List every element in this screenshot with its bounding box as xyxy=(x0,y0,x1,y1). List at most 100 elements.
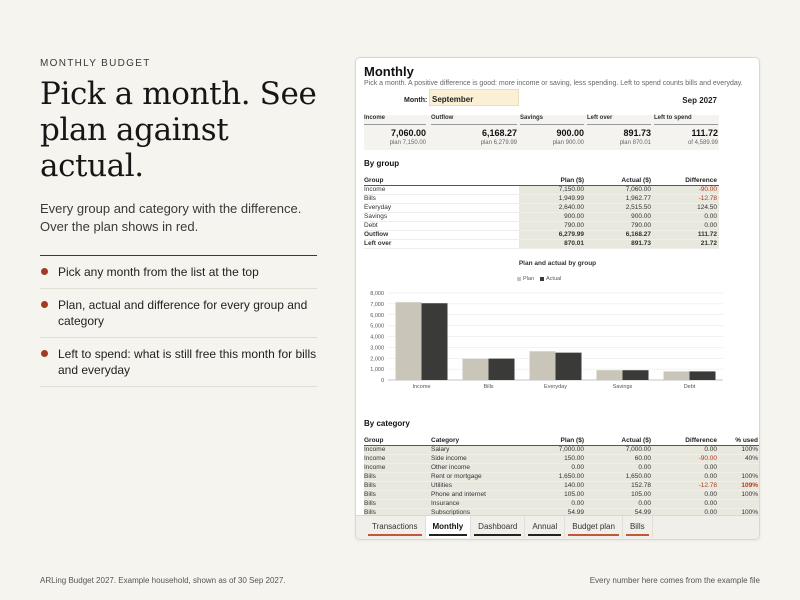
difference-cell[interactable]: 0.00 xyxy=(653,212,719,222)
percent-used-cell[interactable]: 40% xyxy=(719,454,759,464)
x-tick-label: Bills xyxy=(483,384,493,390)
actual-cell[interactable]: 0.00 xyxy=(586,463,653,473)
tab-label: Transactions xyxy=(372,522,418,531)
difference-cell[interactable]: -90.00 xyxy=(653,185,719,195)
plan-cell[interactable]: 1,650.00 xyxy=(519,472,586,482)
y-tick-label: 8,000 xyxy=(370,291,384,297)
actual-cell[interactable]: 60.00 xyxy=(586,454,653,464)
plan-cell[interactable]: 900.00 xyxy=(519,212,586,222)
difference-cell[interactable]: 0.00 xyxy=(653,490,719,500)
plan-cell[interactable]: 1,949.99 xyxy=(519,194,586,204)
actual-cell[interactable]: 1,650.00 xyxy=(586,472,653,482)
tab-underline xyxy=(528,534,562,536)
plan-cell[interactable]: 6,279.99 xyxy=(519,230,586,240)
tab-transactions[interactable]: Transactions xyxy=(365,516,426,538)
category-cell[interactable]: Phone and internet xyxy=(431,490,519,500)
tab-dashboard[interactable]: Dashboard xyxy=(471,516,526,538)
category-cell[interactable]: Side income xyxy=(431,454,519,464)
column-header: Category xyxy=(431,436,519,446)
tab-monthly[interactable]: Monthly xyxy=(425,516,472,538)
difference-cell[interactable]: -12.78 xyxy=(653,194,719,204)
difference-cell[interactable]: 0.00 xyxy=(653,221,719,231)
actual-cell[interactable]: 105.00 xyxy=(586,490,653,500)
group-cell[interactable]: Outflow xyxy=(364,230,519,240)
sheet-tab-bar: Transactions Monthly Dashboard Annual Budget… xyxy=(356,515,759,539)
actual-cell[interactable]: 7,000.00 xyxy=(586,445,653,455)
plan-cell[interactable]: 150.00 xyxy=(519,454,586,464)
plan-cell[interactable]: 2,640.00 xyxy=(519,203,586,213)
tab-underline xyxy=(428,534,468,536)
difference-cell[interactable]: 0.00 xyxy=(653,445,719,455)
plan-cell[interactable]: 0.00 xyxy=(519,499,586,509)
percent-used-cell[interactable]: 100% xyxy=(719,445,759,455)
category-cell[interactable]: Rent or mortgage xyxy=(431,472,519,482)
percent-used-cell[interactable]: 100% xyxy=(719,490,759,500)
difference-cell[interactable]: -12.78 xyxy=(653,481,719,491)
difference-cell[interactable]: 111.72 xyxy=(653,230,719,240)
plan-cell[interactable]: 790.00 xyxy=(519,221,586,231)
bar-plan-bills xyxy=(462,358,489,380)
actual-cell[interactable]: 7,060.00 xyxy=(586,185,653,195)
category-cell[interactable]: Insurance xyxy=(431,499,519,509)
bar-actual-income xyxy=(421,303,448,380)
percent-used-cell[interactable] xyxy=(719,499,759,509)
group-cell[interactable]: Everyday xyxy=(364,203,519,213)
kpi-divider xyxy=(587,124,651,125)
actual-cell[interactable]: 6,168.27 xyxy=(586,230,653,240)
actual-cell[interactable]: 2,515.50 xyxy=(586,203,653,213)
plan-actual-bar-chart: 0 1,000 2,000 3,000 4,000 5,000 6,000 7,000 8,00… xyxy=(370,291,723,390)
table-row: Income 7,150.00 7,060.00 -90.00 xyxy=(364,185,719,195)
kpi-left-to-spend: Left to spend 111.72 of 4,589.99 xyxy=(654,115,718,150)
actual-cell[interactable]: 1,962.77 xyxy=(586,194,653,204)
month-label: Month: xyxy=(404,97,428,104)
group-cell[interactable]: Bills xyxy=(364,499,431,509)
subhead: Every group and category with the differ… xyxy=(40,201,302,234)
group-cell[interactable]: Bills xyxy=(364,490,431,500)
actual-cell[interactable]: 0.00 xyxy=(586,499,653,509)
plan-cell[interactable]: 7,150.00 xyxy=(519,185,586,195)
kpi-label: Income xyxy=(364,115,386,121)
plan-cell[interactable]: 7,000.00 xyxy=(519,445,586,455)
tab-budget-plan[interactable]: Budget plan xyxy=(565,516,623,538)
tab-annual[interactable]: Annual xyxy=(525,516,566,538)
difference-cell[interactable]: 0.00 xyxy=(653,472,719,482)
kpi-income: Income 7,060.00 plan 7,150.00 xyxy=(364,115,426,150)
difference-cell[interactable]: 0.00 xyxy=(653,499,719,509)
group-cell[interactable]: Debt xyxy=(364,221,519,231)
actual-cell[interactable]: 152.78 xyxy=(586,481,653,491)
category-cell[interactable]: Other income xyxy=(431,463,519,473)
group-cell[interactable]: Income xyxy=(364,463,431,473)
column-header: Group xyxy=(364,176,519,186)
actual-cell[interactable]: 900.00 xyxy=(586,212,653,222)
group-cell[interactable]: Bills xyxy=(364,194,519,204)
actual-cell[interactable]: 891.73 xyxy=(586,239,653,249)
category-cell[interactable]: Utilities xyxy=(431,481,519,491)
plan-cell[interactable]: 0.00 xyxy=(519,463,586,473)
plan-cell[interactable]: 870.01 xyxy=(519,239,586,249)
group-cell[interactable]: Left over xyxy=(364,239,519,249)
group-cell[interactable]: Savings xyxy=(364,212,519,222)
plan-cell[interactable]: 140.00 xyxy=(519,481,586,491)
table-row: Savings 900.00 900.00 0.00 xyxy=(364,212,719,222)
category-cell[interactable]: Salary xyxy=(431,445,519,455)
month-select[interactable]: September xyxy=(429,89,519,106)
difference-cell[interactable]: 0.00 xyxy=(653,463,719,473)
group-cell[interactable]: Bills xyxy=(364,481,431,491)
difference-cell[interactable]: 124.50 xyxy=(653,203,719,213)
group-cell[interactable]: Income xyxy=(364,185,519,195)
tab-bills[interactable]: Bills xyxy=(623,516,653,538)
difference-cell[interactable]: -90.00 xyxy=(653,454,719,464)
group-cell[interactable]: Income xyxy=(364,445,431,455)
group-cell[interactable]: Income xyxy=(364,454,431,464)
x-tick-label: Income xyxy=(412,384,430,390)
footer-source: Every number here comes from the example… xyxy=(589,576,760,585)
plan-cell[interactable]: 105.00 xyxy=(519,490,586,500)
kpi-divider xyxy=(520,124,584,125)
group-cell[interactable]: Bills xyxy=(364,472,431,482)
percent-used-cell[interactable] xyxy=(719,463,759,473)
difference-cell[interactable]: 21.72 xyxy=(653,239,719,249)
bar-actual-everyday xyxy=(555,352,582,380)
actual-cell[interactable]: 790.00 xyxy=(586,221,653,231)
percent-used-cell[interactable]: 100% xyxy=(719,472,759,482)
percent-used-cell[interactable]: 109% xyxy=(719,481,759,491)
